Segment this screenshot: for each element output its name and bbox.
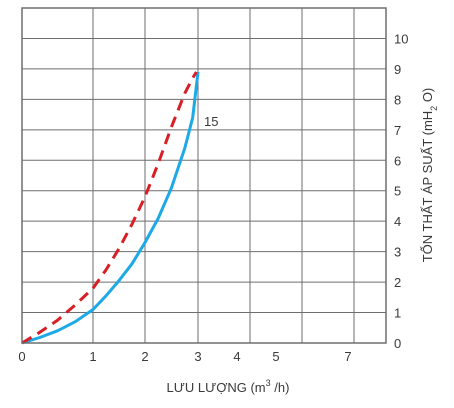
y-tick-label: 10 <box>394 31 408 46</box>
x-tick-label: 7 <box>344 349 351 364</box>
x-axis-title: LƯU LƯỢNG (m3 /h) <box>167 378 290 395</box>
y-tick-label: 2 <box>394 275 401 290</box>
y-axis-title-end: O) <box>420 88 435 106</box>
y-tick-label: 5 <box>394 184 401 199</box>
x-tick-label: 3 <box>194 349 201 364</box>
x-tick-label: 0 <box>18 349 25 364</box>
x-tick-label: 5 <box>272 349 279 364</box>
solid-series-line <box>21 71 200 345</box>
dashed-series-line <box>21 71 198 345</box>
y-tick-label: 0 <box>394 336 401 351</box>
y-axis-title-main: TỔN THẤT ÁP SUẤT (mH <box>420 111 435 262</box>
x-axis-title-main: LƯU LƯỢNG (m <box>167 380 266 395</box>
y-axis-title: TỔN THẤT ÁP SUẤT (mH2 O) <box>420 88 439 263</box>
y-tick-label: 3 <box>394 245 401 260</box>
x-axis-title-end: /h) <box>271 380 290 395</box>
y-axis-title-subscript: 2 <box>429 106 439 111</box>
y-tick-label: 7 <box>394 123 401 138</box>
y-tick-label: 9 <box>394 62 401 77</box>
grid-lines <box>22 8 386 343</box>
y-tick-label: 8 <box>394 92 401 107</box>
series-labels: 15 <box>204 114 218 129</box>
series-lines <box>21 71 200 345</box>
y-tick-label: 1 <box>394 306 401 321</box>
series-label: 15 <box>204 114 218 129</box>
x-tick-label: 4 <box>233 349 240 364</box>
x-tick-label: 1 <box>89 349 96 364</box>
x-tick-labels: 0 1 2 3 4 5 7 <box>18 349 351 364</box>
x-tick-label: 2 <box>141 349 148 364</box>
y-tick-label: 4 <box>394 214 401 229</box>
x-axis-title-superscript: 3 <box>266 378 271 388</box>
y-tick-labels: 0 1 2 3 4 5 6 7 8 9 10 <box>394 31 408 351</box>
plot-frame <box>21 7 387 344</box>
y-tick-label: 6 <box>394 153 401 168</box>
